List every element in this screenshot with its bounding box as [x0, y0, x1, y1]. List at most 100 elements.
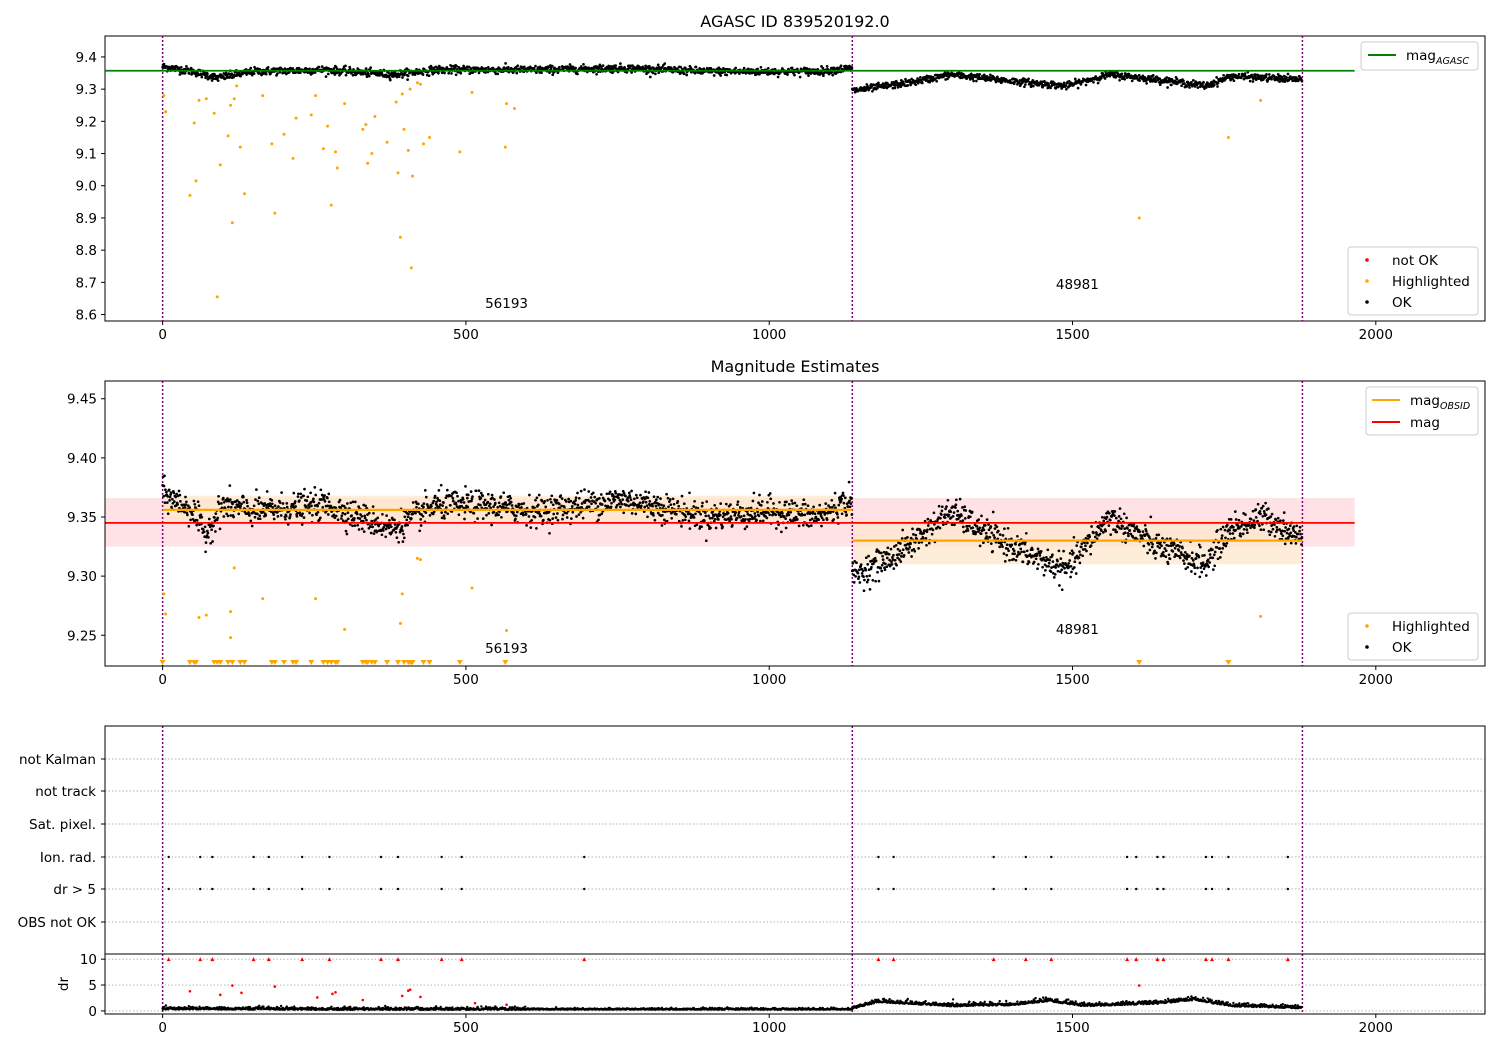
estimates-ok-point: [221, 496, 225, 500]
estimates-ok-point: [887, 552, 891, 556]
estimates-ok-point: [1219, 527, 1223, 531]
estimates-ok-point: [780, 511, 784, 515]
estimates-ok-point: [1245, 528, 1249, 531]
agasc-ok-point: [1216, 85, 1219, 88]
estimates-ok-point: [346, 511, 350, 515]
estimates-ok-point: [1191, 559, 1195, 562]
estimates-ok-point: [491, 496, 494, 500]
estimates-ok-point: [580, 506, 584, 509]
estimates-ok-point: [1008, 558, 1011, 562]
estimates-ok-point: [866, 563, 870, 566]
estimates-ok-point: [300, 523, 304, 526]
agasc-ok-point: [759, 65, 763, 69]
estimates-ok-point: [201, 527, 205, 531]
estimates-ok-point: [449, 503, 452, 507]
estimates-ok-point: [855, 561, 858, 565]
agasc-ok-point: [754, 73, 758, 76]
estimates-ok-point: [269, 504, 273, 508]
estimates-ok-point: [388, 523, 392, 526]
estimates-ok-point: [242, 495, 245, 499]
estimates-ok-point: [1124, 541, 1127, 544]
estimates-ok-point: [1024, 531, 1028, 535]
estimates-ok-point: [1182, 559, 1185, 562]
estimates-ok-point: [949, 516, 953, 519]
estimates-ok-point: [668, 498, 672, 501]
estimates-ok-point: [1169, 544, 1173, 548]
estimates-ok-point: [1068, 559, 1072, 562]
estimates-ok-point: [900, 537, 904, 540]
agasc-highlighted-point: [343, 102, 347, 106]
estimates-ok-point: [968, 524, 971, 528]
estimates-ok-point: [1207, 565, 1211, 569]
agasc-ok-point: [388, 78, 392, 82]
estimates-ok-point: [848, 499, 851, 503]
estimates-ok-point: [961, 519, 965, 522]
estimates-ok-point: [1181, 546, 1184, 550]
estimates-ok-point: [879, 551, 883, 555]
estimates-ok-point: [571, 510, 575, 514]
agasc-ok-point: [1232, 79, 1236, 83]
estimates-ok-point: [1129, 532, 1133, 536]
estimates-ok-point: [167, 488, 171, 492]
estimates-ok-point: [795, 518, 799, 521]
estimates-ok-point: [1276, 516, 1280, 520]
estimates-ok-point: [1234, 528, 1238, 532]
estimates-ok-point: [898, 558, 901, 561]
agasc-ok-point: [630, 71, 633, 74]
agasc-ok-point: [1174, 80, 1177, 83]
estimates-ok-point: [627, 491, 631, 495]
agasc-ok-point: [252, 72, 256, 76]
agasc-ok-point: [1243, 72, 1247, 75]
estimates-ok-point: [1079, 553, 1082, 557]
estimates-ok-point: [177, 489, 181, 493]
agasc-ok-point: [1073, 77, 1077, 81]
estimates-ok-point: [551, 517, 555, 520]
agasc-highlighted-point: [1137, 216, 1141, 220]
estimates-ok-point: [575, 515, 578, 518]
estimates-ok-point: [189, 518, 192, 522]
estimates-ok-point: [299, 496, 303, 499]
agasc-ok-point: [534, 64, 537, 68]
estimates-ok-point: [1283, 542, 1287, 546]
estimates-ok-point: [1166, 562, 1170, 566]
estimates-ok-point: [529, 526, 533, 529]
agasc-ok-point: [935, 79, 939, 83]
estimates-points: [159, 474, 1304, 665]
agasc-ok-point: [1190, 80, 1193, 84]
estimates-ok-point: [440, 511, 444, 514]
agasc-ok-point: [249, 66, 253, 70]
estimates-ok-point: [1157, 533, 1161, 537]
estimates-ok-point: [784, 517, 787, 520]
estimates-ok-point: [365, 518, 368, 522]
estimates-ok-point: [622, 511, 626, 515]
estimates-ok-point: [183, 506, 187, 509]
agasc-ok-point: [1084, 83, 1088, 87]
estimates-ok-point: [1036, 547, 1040, 551]
agasc-ok-point: [1276, 78, 1280, 82]
estimates-ok-point: [1278, 528, 1281, 531]
estimates-ok-point: [940, 505, 944, 509]
estimates-ok-point: [901, 548, 905, 552]
estimates-ok-point: [323, 494, 326, 497]
agasc-highlighted-point: [197, 98, 201, 102]
agasc-ok-point: [459, 71, 463, 75]
estimates-ok-point: [1269, 530, 1273, 534]
estimates-ok-point: [913, 549, 917, 553]
estimates-ok-point: [594, 501, 598, 505]
estimates-ok-point: [681, 519, 685, 522]
estimates-ok-point: [996, 529, 1000, 533]
estimates-ok-point: [407, 512, 410, 516]
estimates-ok-point: [782, 515, 786, 518]
estimates-ok-point: [363, 516, 367, 520]
estimates-ok-point: [314, 493, 318, 497]
estimates-ok-point: [1070, 570, 1073, 574]
agasc-ok-point: [818, 73, 822, 76]
estimates-ok-point: [1237, 518, 1241, 522]
estimates-ok-point: [312, 497, 315, 501]
estimates-ok-point: [577, 496, 581, 500]
estimates-ok-point: [321, 506, 325, 509]
agasc-ok-point: [1040, 82, 1044, 86]
estimates-ok-point: [1294, 542, 1298, 545]
estimates-ok-point: [579, 510, 583, 514]
estimates-ok-point: [411, 512, 415, 516]
